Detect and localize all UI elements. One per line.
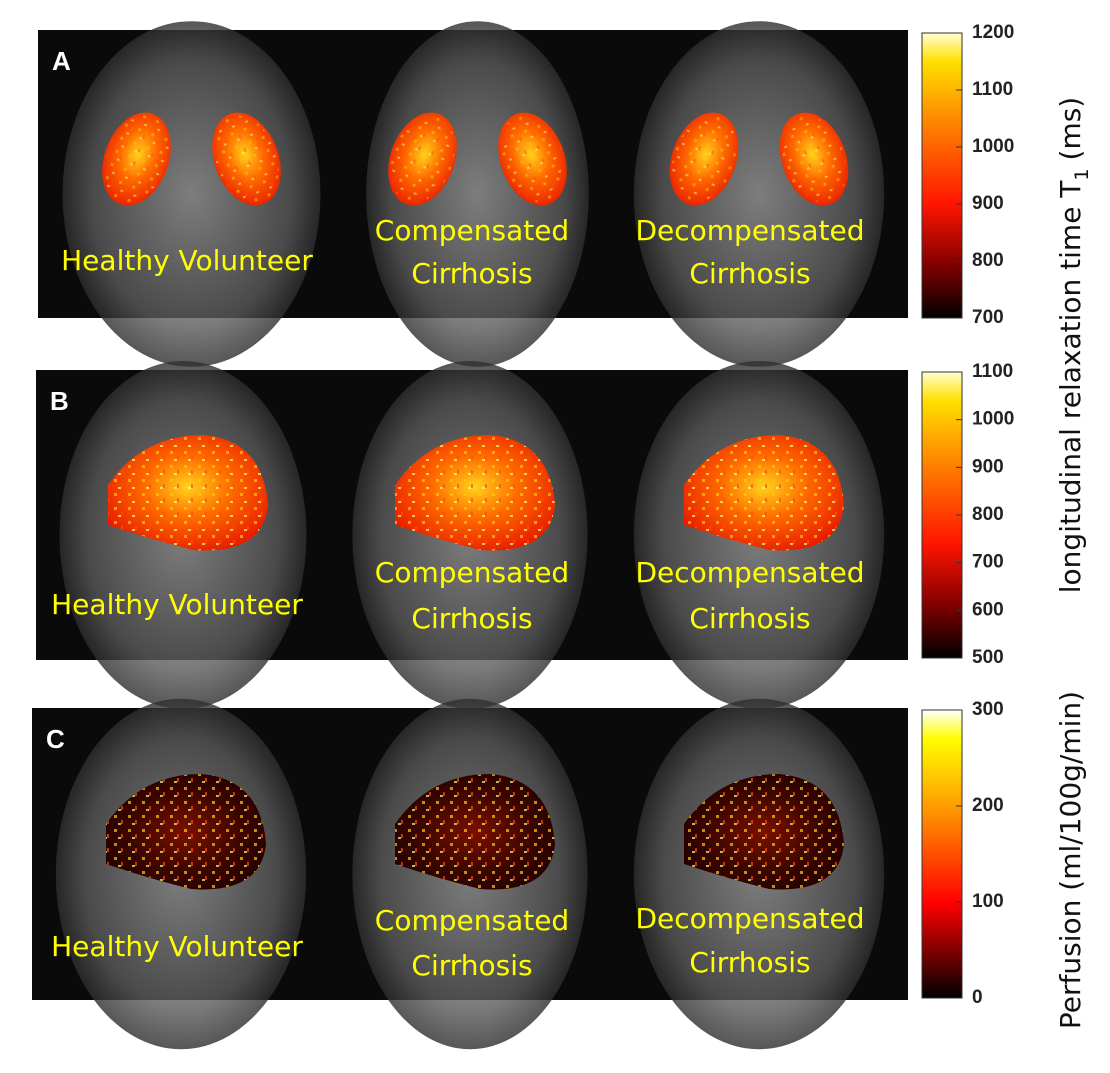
colorbar-tick-label: 800 [972,504,1004,525]
colorbar-tick-label: 1000 [972,409,1014,430]
body-slice [62,21,321,367]
colorbar-tick-label: 200 [972,795,1004,816]
body-slice [366,21,589,367]
colorbar-tick-label: 0 [972,987,983,1008]
image-caption: Cirrhosis [689,257,810,290]
panel-label: C [46,724,65,754]
liver-texture [684,774,844,890]
liver-texture [684,435,844,551]
image-caption: Compensated [375,214,569,247]
colorbar-tick-label: 700 [972,552,1004,573]
kidney-texture [390,115,455,203]
colorbar-tick-label: 900 [972,456,1004,477]
colorbar [921,371,963,659]
image-caption: Cirrhosis [689,946,810,979]
image-caption: Healthy Volunteer [51,930,303,963]
colorbar-tick-label: 1100 [972,79,1013,100]
panel-label: A [52,46,71,76]
colorbar-tick-label: 700 [972,307,1004,328]
colorbar-label: Perfusion (ml/100g/min) [1054,691,1087,1029]
panel-label: B [50,386,69,416]
liver-texture [395,435,555,551]
colorbar-tick-label: 100 [972,891,1004,912]
liver-texture [395,774,555,890]
image-caption: Cirrhosis [689,602,810,635]
image-caption: Healthy Volunteer [61,244,313,277]
colorbar-tick-label: 1200 [972,22,1014,43]
colorbar-tick-label: 900 [972,193,1004,214]
colorbar-label-unit: (ms) [1054,97,1087,161]
kidney-texture [671,115,737,203]
liver-texture [106,774,266,890]
colorbar-label-subscript: 1 [1071,168,1093,180]
image-caption: Cirrhosis [411,602,532,635]
image-caption: Compensated [375,904,569,937]
kidney-texture [781,115,847,203]
image-caption: Decompensated [635,556,864,589]
image-caption: Decompensated [635,902,864,935]
colorbar [921,32,963,319]
colorbar-tick-label: 1100 [972,361,1013,382]
colorbar-label-text: longitudinal relaxation time T [1054,180,1087,594]
colorbar-tick-label: 800 [972,250,1004,271]
colorbar-tick-label: 1000 [972,136,1014,157]
image-caption: Cirrhosis [411,949,532,982]
image-caption: Cirrhosis [411,257,532,290]
colorbar-tick-label: 600 [972,599,1004,620]
colorbar [921,709,963,999]
body-slice [633,21,885,367]
image-caption: Healthy Volunteer [51,588,303,621]
image-caption: Decompensated [635,214,864,247]
kidney-texture [104,115,169,203]
colorbar-tick-label: 300 [972,699,1004,720]
liver-texture [108,435,268,551]
colorbar-tick-label: 500 [972,647,1004,668]
kidney-texture [214,115,279,203]
colorbar-label: longitudinal relaxation time T1 (ms) [1054,97,1093,593]
image-caption: Compensated [375,556,569,589]
kidney-texture [500,115,565,203]
